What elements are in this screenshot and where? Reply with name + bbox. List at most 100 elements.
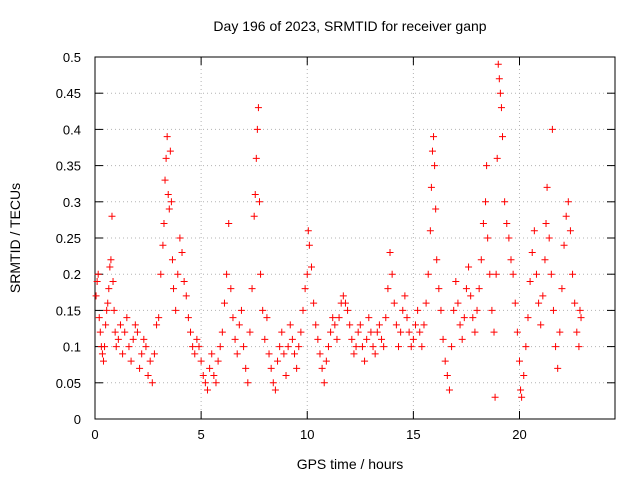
data-point	[235, 321, 243, 329]
data-point	[475, 285, 483, 293]
data-point	[571, 299, 579, 307]
data-point	[157, 270, 165, 278]
data-point	[371, 350, 379, 358]
data-point	[532, 270, 540, 278]
data-point	[160, 220, 168, 228]
data-point	[496, 89, 504, 97]
data-point	[392, 321, 400, 329]
data-point	[254, 104, 262, 112]
data-point	[168, 256, 176, 264]
x-tick-label: 10	[300, 427, 314, 442]
data-point	[517, 386, 525, 394]
data-point	[223, 270, 231, 278]
data-point	[95, 314, 103, 322]
data-point	[102, 321, 110, 329]
data-point	[259, 306, 267, 314]
data-point	[242, 364, 250, 372]
data-point	[237, 306, 245, 314]
data-point	[495, 75, 503, 83]
data-point	[305, 241, 313, 249]
data-point	[361, 357, 369, 365]
x-tick-label: 0	[91, 427, 98, 442]
data-point	[146, 357, 154, 365]
data-point	[390, 299, 398, 307]
data-point	[303, 270, 311, 278]
data-point	[562, 212, 570, 220]
data-point	[403, 314, 411, 322]
data-point	[110, 306, 118, 314]
data-point	[363, 335, 371, 343]
data-point	[161, 176, 169, 184]
data-point	[138, 350, 146, 358]
y-tick-label: 0.5	[63, 50, 81, 65]
data-point	[299, 306, 307, 314]
data-point	[432, 205, 440, 213]
data-point	[197, 357, 205, 365]
x-tick-label: 20	[512, 427, 526, 442]
data-point	[543, 183, 551, 191]
data-point	[473, 306, 481, 314]
data-point	[307, 263, 315, 271]
data-point	[437, 306, 445, 314]
data-point	[499, 133, 507, 141]
data-point	[397, 328, 405, 336]
data-point	[274, 357, 282, 365]
data-point	[288, 335, 296, 343]
axis-ticks	[94, 56, 615, 420]
data-point	[225, 220, 233, 228]
data-point	[295, 343, 303, 351]
data-point	[350, 350, 358, 358]
data-point	[140, 335, 148, 343]
data-point	[524, 314, 532, 322]
data-point	[322, 357, 330, 365]
data-point	[528, 248, 536, 256]
data-point	[341, 299, 349, 307]
data-point	[131, 321, 139, 329]
data-point	[312, 321, 320, 329]
y-tick-label: 0.35	[56, 159, 81, 174]
data-point	[467, 292, 475, 300]
data-point	[148, 379, 156, 387]
data-point	[518, 393, 526, 401]
data-point	[547, 270, 555, 278]
data-point	[460, 314, 468, 322]
data-point	[284, 343, 292, 351]
data-point	[520, 372, 528, 380]
data-point	[208, 350, 216, 358]
data-point	[304, 227, 312, 235]
data-point	[382, 314, 390, 322]
data-point	[133, 328, 141, 336]
data-point	[384, 285, 392, 293]
y-tick-label: 0.4	[63, 122, 81, 137]
data-point	[301, 285, 309, 293]
data-point	[439, 335, 447, 343]
data-point	[310, 299, 318, 307]
data-point	[358, 343, 366, 351]
data-point	[244, 379, 252, 387]
x-axis-label: GPS time / hours	[297, 456, 404, 472]
data-point	[407, 343, 415, 351]
data-point	[552, 343, 560, 351]
data-point	[327, 328, 335, 336]
data-point	[490, 328, 498, 336]
data-point	[248, 285, 256, 293]
data-point	[493, 154, 501, 162]
data-point	[178, 248, 186, 256]
data-point	[250, 212, 258, 220]
data-point	[271, 386, 279, 394]
data-point	[369, 343, 377, 351]
data-point	[566, 227, 574, 235]
data-point	[331, 321, 339, 329]
data-points	[92, 60, 585, 401]
data-point	[564, 198, 572, 206]
data-point	[263, 314, 271, 322]
data-point	[125, 343, 133, 351]
data-point	[112, 343, 120, 351]
data-point	[255, 198, 263, 206]
data-point	[214, 357, 222, 365]
data-point	[252, 154, 260, 162]
data-point	[297, 328, 305, 336]
data-point	[107, 256, 115, 264]
data-point	[452, 277, 460, 285]
data-point	[430, 133, 438, 141]
